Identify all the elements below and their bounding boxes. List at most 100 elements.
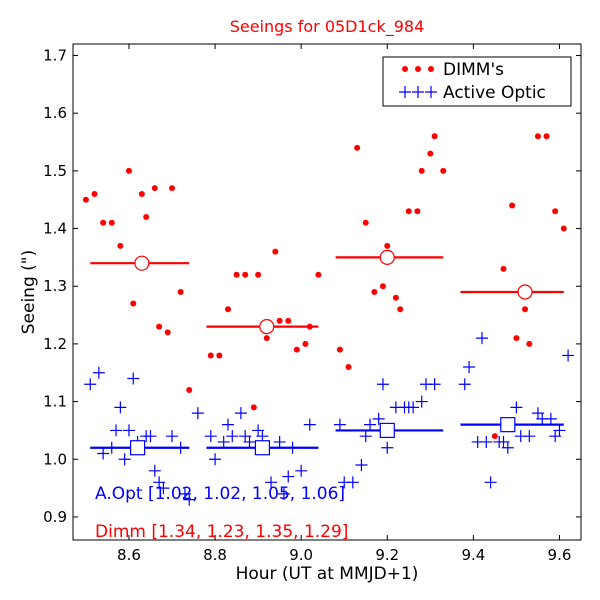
- ao-point: [484, 476, 497, 489]
- ao-point: [282, 470, 295, 483]
- ao-point: [463, 360, 476, 373]
- dimm-point: [354, 144, 361, 151]
- ao-point: [407, 401, 420, 414]
- dimm-point: [130, 300, 137, 307]
- ao-point: [510, 401, 523, 414]
- ao-point: [226, 430, 239, 443]
- x-axis-label: Hour (UT at MMJD+1): [236, 564, 419, 584]
- dimm-point: [207, 352, 214, 359]
- dimm-mean-marker: [517, 284, 533, 300]
- ao-point: [204, 430, 217, 443]
- y-tick-label: 0.9: [43, 508, 67, 526]
- dimm-point: [186, 387, 193, 394]
- dimm-point: [392, 294, 399, 301]
- dimm-point: [362, 219, 369, 226]
- dimm-point: [491, 433, 498, 440]
- ao-point: [415, 395, 428, 408]
- dimm-point: [509, 202, 516, 209]
- dimm-point: [345, 363, 352, 370]
- dimm-point: [100, 219, 107, 226]
- dimm-point: [138, 190, 145, 197]
- ao-point: [191, 407, 204, 420]
- ao-mean-marker: [379, 422, 395, 439]
- ao-point: [480, 435, 493, 448]
- ao-point: [553, 424, 566, 437]
- dimm-point: [397, 306, 404, 313]
- y-tick-label: 1.7: [43, 47, 67, 65]
- dimm-point: [285, 317, 292, 324]
- ao-point: [501, 441, 514, 454]
- x-tick-label: 9.6: [548, 546, 572, 564]
- ao-point: [458, 378, 471, 391]
- data-marks: [82, 133, 575, 506]
- dimm-point: [315, 271, 322, 278]
- legend-dimm-marker: [402, 66, 434, 72]
- dimm-point: [431, 133, 438, 140]
- ao-point: [544, 412, 557, 425]
- ao-point: [243, 435, 256, 448]
- ao-point: [183, 493, 196, 506]
- ao-point: [273, 435, 286, 448]
- dimm-point: [151, 185, 158, 192]
- dimm-point: [250, 404, 257, 411]
- dimm-point: [427, 150, 434, 157]
- dimm-point: [82, 196, 89, 203]
- dimm-point: [336, 346, 343, 353]
- dimm-point: [302, 340, 309, 347]
- legend-box: [382, 56, 572, 107]
- legend-dot: [402, 66, 408, 72]
- dimm-point: [91, 190, 98, 197]
- dimm-point: [242, 271, 249, 278]
- ao-point: [303, 418, 316, 431]
- y-tick-label: 1.1: [43, 393, 67, 411]
- ao-point: [359, 430, 372, 443]
- ao-point: [127, 372, 140, 385]
- dimm-point: [418, 167, 425, 174]
- dimm-point: [272, 248, 279, 255]
- dimm-point: [379, 283, 386, 290]
- x-tick-label: 8.8: [203, 546, 227, 564]
- x-tick-label: 8.6: [117, 546, 141, 564]
- y-tick-label: 1.4: [43, 220, 67, 238]
- ao-point: [364, 418, 377, 431]
- dimm-mean-annotation: Dimm [1.34, 1.23, 1.35, 1.29]: [95, 522, 348, 542]
- dimm-point: [560, 225, 567, 232]
- ao-point: [428, 378, 441, 391]
- dimm-point: [224, 306, 231, 313]
- dimm-mean-marker: [259, 319, 275, 335]
- legend-dimm-label: DIMM's: [443, 60, 504, 80]
- legend-dot: [428, 66, 434, 72]
- ao-mean-marker: [500, 417, 516, 433]
- ao-mean-marker: [129, 440, 146, 456]
- dimm-point: [414, 208, 421, 215]
- dimm-point: [513, 335, 520, 342]
- y-tick-label: 1.5: [43, 162, 67, 180]
- dimm-point: [143, 214, 150, 221]
- ao-point: [84, 378, 97, 391]
- dimm-point: [169, 185, 176, 192]
- y-tick-label: 1.6: [43, 104, 67, 122]
- ao-point: [144, 430, 157, 443]
- legend-plus: [425, 86, 437, 98]
- ao-point: [209, 453, 222, 466]
- dimm-point: [108, 219, 115, 226]
- legend: DIMM's Active Optic: [382, 56, 572, 107]
- dimm-point: [177, 289, 184, 295]
- ao-point: [295, 464, 308, 477]
- ao-point: [221, 418, 234, 431]
- legend-ao-marker: [399, 86, 437, 98]
- x-tick-label: 9.4: [461, 546, 485, 564]
- dimm-point: [384, 242, 391, 249]
- dimm-point: [263, 335, 270, 342]
- dimm-point: [500, 265, 507, 272]
- x-tick-label: 9.2: [375, 546, 399, 564]
- ao-point: [376, 378, 389, 391]
- axis-ticks: 8.6 8.8 9.0 9.2 9.4 9.6 0.9 1.0 1.1 1.2 1.3 1.4 1.5 1…: [43, 44, 581, 564]
- ao-point: [118, 453, 131, 466]
- ao-point: [372, 412, 385, 425]
- ao-point: [110, 424, 123, 437]
- legend-ao-label: Active Optic: [443, 83, 546, 103]
- dimm-point: [156, 323, 163, 330]
- ao-point: [97, 447, 110, 460]
- legend-dot: [415, 66, 421, 72]
